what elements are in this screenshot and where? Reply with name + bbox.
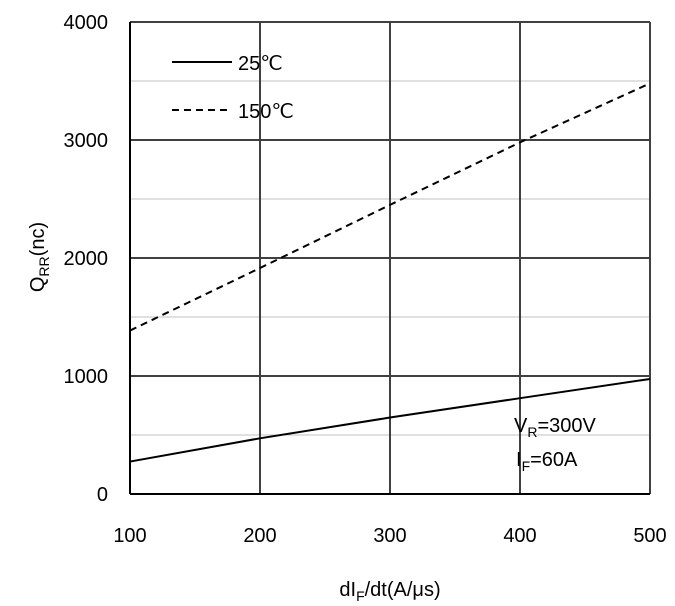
legend-label-150c: 150℃	[238, 101, 294, 123]
x-tick-label: 400	[503, 525, 536, 547]
x-axis-title: dIF/dt(A/μs)	[339, 579, 440, 604]
y-tick-label: 4000	[64, 12, 109, 34]
legend: 25℃ 150℃	[172, 53, 294, 123]
y-tick-label: 1000	[64, 366, 109, 388]
axes	[129, 22, 650, 495]
annotation-if: IF=60A	[516, 449, 578, 474]
test-conditions-annotation: VR=300V IF=60A	[514, 415, 597, 474]
y-tick-labels: 0 1000 2000 3000 4000	[64, 12, 109, 506]
y-tick-label: 2000	[64, 248, 109, 270]
series-line-150c	[129, 82, 651, 332]
grid-lines	[130, 21, 651, 494]
x-tick-labels: 100 200 300 400 500	[113, 525, 666, 547]
y-tick-label: 3000	[64, 130, 109, 152]
x-tick-label: 200	[243, 525, 276, 547]
y-tick-label: 0	[97, 484, 108, 506]
y-axis-title: QRR(nc)	[27, 222, 52, 292]
x-tick-label: 300	[373, 525, 406, 547]
data-series	[129, 82, 651, 463]
x-tick-label: 500	[633, 525, 666, 547]
series-line-25c	[129, 377, 651, 463]
x-tick-label: 100	[113, 525, 146, 547]
annotation-vr: VR=300V	[514, 415, 597, 440]
legend-label-25c: 25℃	[238, 53, 283, 75]
